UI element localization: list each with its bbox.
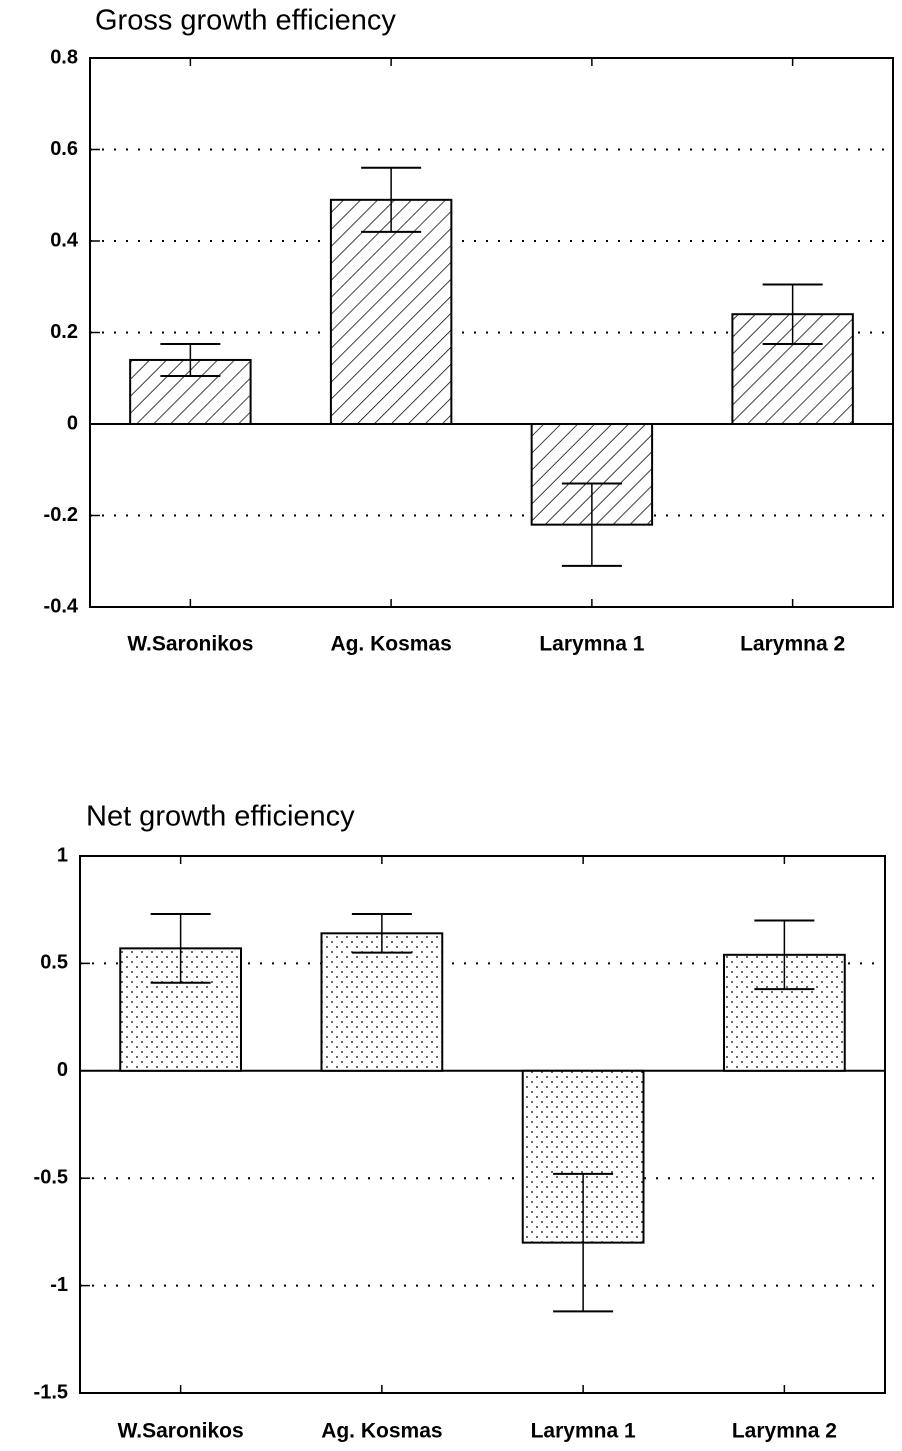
x-tick-label: W.Saronikos — [118, 1420, 244, 1443]
y-tick-label: 0.2 — [50, 321, 78, 343]
y-tick-label: 0 — [67, 412, 78, 434]
y-tick-label: 1 — [57, 844, 68, 866]
x-tick-label: Larymna 2 — [740, 633, 845, 656]
x-tick-label: Larymna 1 — [531, 1420, 636, 1443]
plot-frame — [79, 855, 886, 1394]
x-tick-label: Larymna 1 — [539, 633, 644, 656]
x-tick-label: Larymna 2 — [732, 1420, 837, 1443]
y-tick-label: -0.4 — [44, 595, 79, 617]
y-tick-label: 0.5 — [40, 952, 68, 974]
y-tick-label: -1 — [50, 1274, 68, 1296]
plot-frame — [89, 57, 894, 608]
y-tick-label: 0 — [57, 1059, 68, 1081]
y-tick-label: 0.4 — [50, 229, 79, 251]
y-tick-label: 0.8 — [50, 46, 78, 68]
y-tick-label: -0.5 — [34, 1166, 68, 1188]
chart-title: Net growth efficiency — [86, 801, 355, 833]
y-tick-label: -0.2 — [44, 504, 78, 526]
y-tick-label: -1.5 — [34, 1381, 68, 1403]
bar — [329, 198, 453, 425]
chart-title: Gross growth efficiency — [95, 5, 396, 37]
y-tick-label: 0.6 — [50, 138, 78, 160]
x-tick-label: Ag. Kosmas — [330, 633, 451, 656]
x-tick-label: Ag. Kosmas — [321, 1420, 442, 1443]
bar — [320, 932, 444, 1072]
x-tick-label: W.Saronikos — [127, 633, 253, 656]
